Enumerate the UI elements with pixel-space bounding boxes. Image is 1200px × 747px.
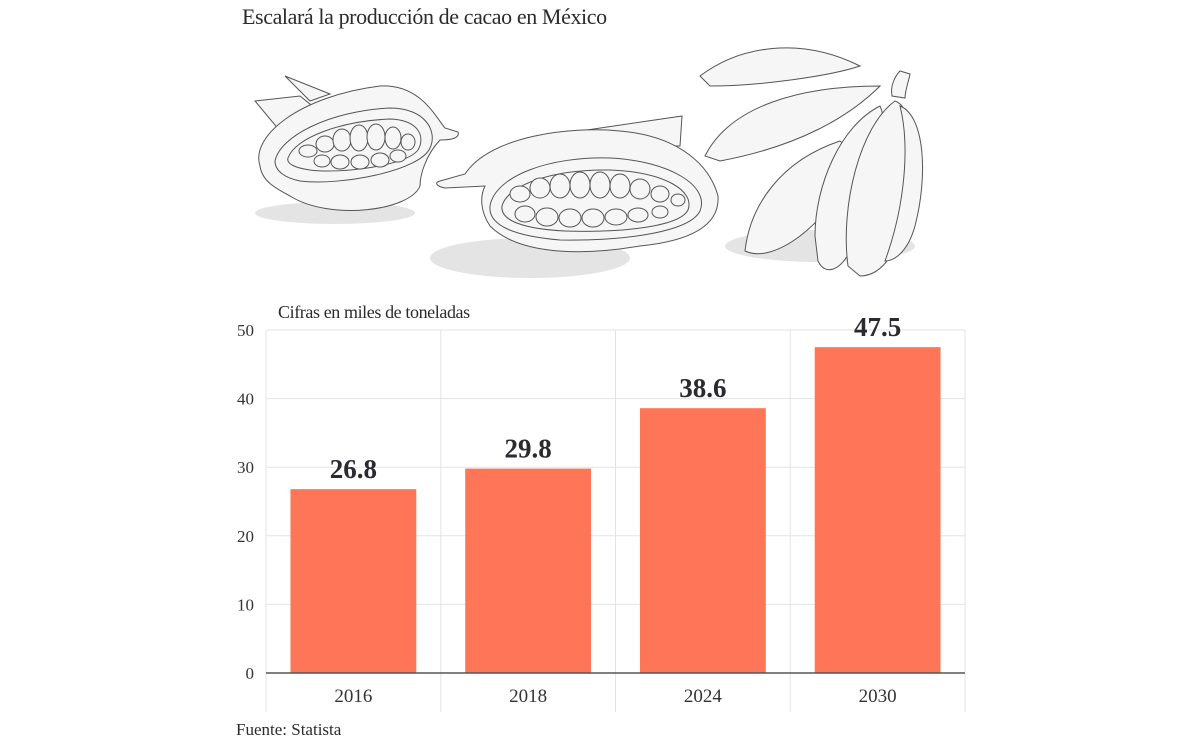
- x-tick-label: 2016: [334, 686, 372, 707]
- cacao-pod-middle: [436, 115, 719, 253]
- y-axis-unit-label: Cifras en miles de toneladas: [278, 302, 470, 322]
- y-tick-labels: 0 10 20 30 40 50: [237, 321, 254, 683]
- x-tick-label: 2024: [684, 686, 723, 707]
- value-label: 38.6: [679, 373, 726, 403]
- cacao-pods-illustration: [254, 47, 923, 278]
- value-label: 26.8: [330, 454, 377, 484]
- x-tick-labels: 2016 2018 2024 2030: [334, 686, 896, 707]
- cacao-pod-left: [254, 75, 459, 211]
- x-tick-label: 2030: [859, 686, 897, 707]
- chart-title: Escalará la producción de cacao en Méxic…: [242, 4, 607, 29]
- cacao-beans: [298, 123, 416, 170]
- x-tick-label: 2018: [509, 686, 547, 707]
- value-label: 47.5: [854, 312, 901, 342]
- cacao-beans: [509, 171, 686, 228]
- y-tick-label: 0: [246, 664, 255, 683]
- y-tick-label: 50: [237, 321, 254, 340]
- cacao-leaves: [699, 47, 882, 162]
- value-label: 29.8: [505, 434, 552, 464]
- y-tick-label: 20: [237, 527, 254, 546]
- bars: [290, 347, 941, 673]
- bar-2016: [290, 489, 417, 673]
- y-tick-label: 10: [237, 595, 254, 614]
- value-labels: 26.8 29.8 38.6 47.5: [330, 312, 902, 484]
- source-note: Fuente: Statista: [236, 720, 342, 739]
- cacao-pod-whole: [744, 70, 923, 277]
- bar-2018: [465, 468, 592, 673]
- bar-2030: [814, 347, 941, 673]
- bar-2024: [639, 408, 766, 673]
- y-tick-label: 30: [237, 458, 254, 477]
- y-tick-label: 40: [237, 390, 254, 409]
